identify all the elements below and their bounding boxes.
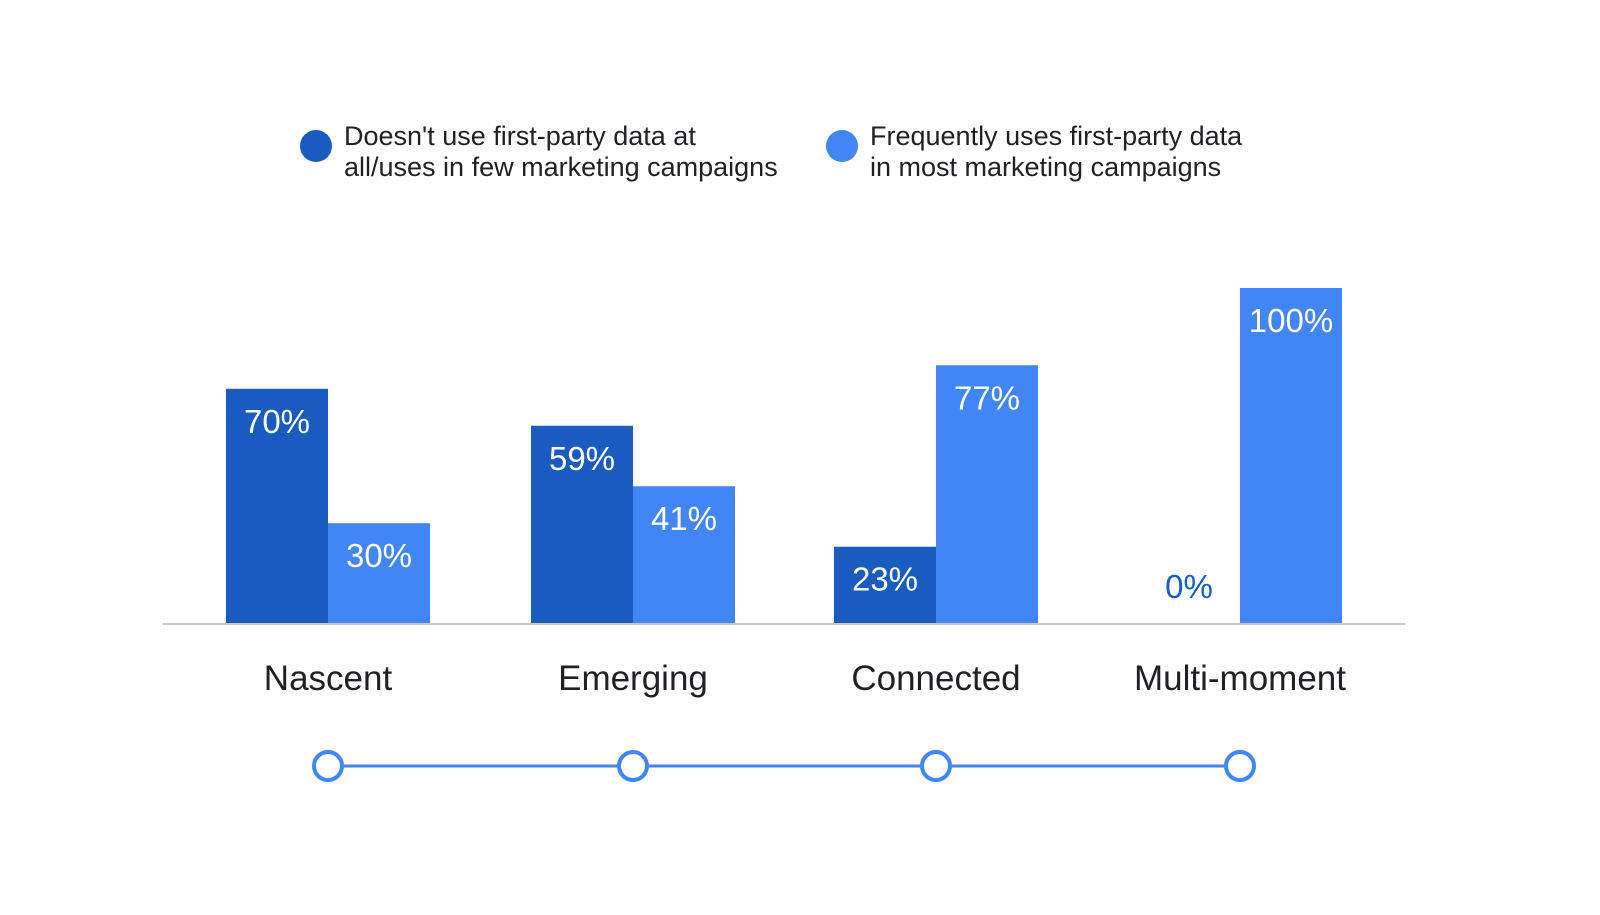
timeline-node-0 <box>312 750 344 782</box>
bar-0-2 <box>834 546 936 624</box>
value-label-1-0: 30% <box>346 537 412 574</box>
legend-label-0-0: Doesn't use first-party data at <box>344 121 696 151</box>
legend-marker-1 <box>826 130 858 162</box>
value-label-1-2: 77% <box>954 379 1020 416</box>
category-label-3: Multi-moment <box>1134 659 1346 698</box>
category-labels: Nascent Emerging Connected Multi-moment <box>264 659 1346 698</box>
bar-0-1 <box>531 425 633 624</box>
legend: Doesn't use first-party data atall/uses … <box>300 121 1243 182</box>
timeline-node-1 <box>617 750 649 782</box>
bars: 70% 30% 59% 41% 23% 77% 0% 100% <box>226 288 1342 624</box>
bar-1-3 <box>1240 288 1342 624</box>
legend-label-1-0: Frequently uses first-party data <box>870 121 1243 151</box>
value-label-0-3: 0% <box>1165 568 1213 605</box>
legend-label-0-1: all/uses in few marketing campaigns <box>344 152 778 182</box>
category-label-1: Emerging <box>558 659 708 698</box>
bar-1-2 <box>936 365 1038 624</box>
value-label-1-3: 100% <box>1249 302 1333 339</box>
timeline-node-2 <box>920 750 952 782</box>
value-label-0-2: 23% <box>852 561 918 598</box>
bar-1-1 <box>633 486 735 624</box>
timeline-node-3 <box>1224 750 1256 782</box>
bar-1-0 <box>328 523 430 624</box>
bar-0-0 <box>226 388 328 624</box>
timeline <box>312 750 1256 782</box>
legend-marker-0 <box>300 130 332 162</box>
category-label-2: Connected <box>851 659 1020 698</box>
value-label-0-0: 70% <box>244 403 310 440</box>
value-label-1-1: 41% <box>651 500 717 537</box>
legend-label-1-1: in most marketing campaigns <box>870 152 1221 182</box>
value-label-0-1: 59% <box>549 440 615 477</box>
category-label-0: Nascent <box>264 659 393 698</box>
